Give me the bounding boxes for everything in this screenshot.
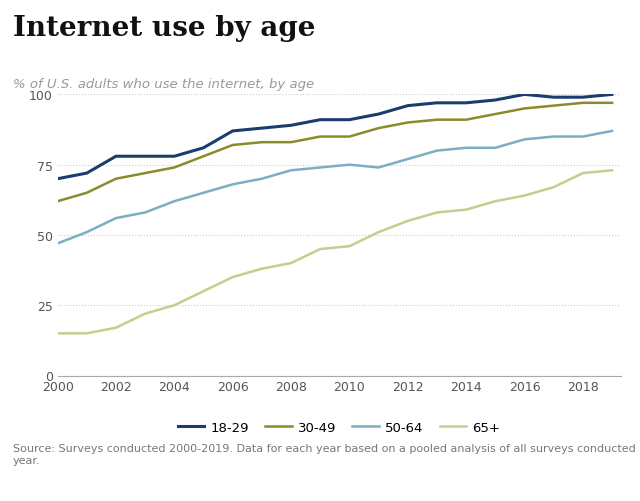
18-29: [258, 126, 266, 132]
65+: [112, 325, 120, 331]
Legend: 18-29, 30-49, 50-64, 65+: 18-29, 30-49, 50-64, 65+: [173, 416, 506, 439]
18-29: [375, 112, 383, 118]
Line: 18-29: 18-29: [58, 95, 612, 179]
65+: [316, 246, 324, 253]
65+: [229, 275, 237, 281]
18-29: [521, 92, 529, 98]
30-49: [200, 154, 207, 160]
65+: [83, 331, 91, 337]
18-29: [316, 117, 324, 123]
65+: [492, 199, 499, 205]
18-29: [404, 103, 412, 109]
30-49: [54, 199, 61, 205]
30-49: [521, 106, 529, 112]
50-64: [83, 229, 91, 235]
50-64: [550, 134, 557, 140]
Text: % of U.S. adults who use the internet, by age: % of U.S. adults who use the internet, b…: [13, 78, 314, 91]
18-29: [141, 154, 149, 160]
30-49: [258, 140, 266, 146]
50-64: [229, 182, 237, 188]
50-64: [258, 176, 266, 182]
30-49: [229, 143, 237, 149]
50-64: [404, 157, 412, 163]
50-64: [375, 165, 383, 171]
30-49: [462, 117, 470, 123]
18-29: [170, 154, 178, 160]
65+: [433, 210, 441, 216]
Line: 50-64: 50-64: [58, 132, 612, 244]
18-29: [550, 95, 557, 101]
65+: [404, 218, 412, 224]
18-29: [608, 92, 616, 98]
50-64: [200, 190, 207, 196]
50-64: [521, 137, 529, 143]
50-64: [579, 134, 587, 140]
30-49: [550, 103, 557, 109]
50-64: [462, 145, 470, 151]
30-49: [579, 101, 587, 107]
30-49: [492, 112, 499, 118]
50-64: [316, 165, 324, 171]
30-49: [112, 176, 120, 182]
18-29: [433, 101, 441, 107]
50-64: [170, 199, 178, 205]
18-29: [83, 171, 91, 177]
30-49: [433, 117, 441, 123]
30-49: [141, 171, 149, 177]
18-29: [492, 98, 499, 104]
18-29: [287, 123, 295, 129]
65+: [462, 207, 470, 213]
50-64: [141, 210, 149, 216]
65+: [258, 266, 266, 272]
18-29: [229, 129, 237, 135]
18-29: [579, 95, 587, 101]
65+: [346, 243, 353, 249]
50-64: [433, 148, 441, 154]
18-29: [462, 101, 470, 107]
30-49: [375, 126, 383, 132]
30-49: [83, 190, 91, 196]
Text: Internet use by age: Internet use by age: [13, 15, 316, 42]
65+: [141, 311, 149, 317]
65+: [170, 303, 178, 309]
30-49: [346, 134, 353, 140]
50-64: [608, 129, 616, 135]
18-29: [54, 176, 61, 182]
65+: [200, 289, 207, 295]
18-29: [346, 117, 353, 123]
50-64: [54, 241, 61, 247]
Line: 65+: 65+: [58, 171, 612, 334]
30-49: [316, 134, 324, 140]
50-64: [346, 162, 353, 168]
65+: [579, 171, 587, 177]
65+: [608, 168, 616, 174]
Line: 30-49: 30-49: [58, 104, 612, 202]
18-29: [200, 145, 207, 151]
30-49: [608, 101, 616, 107]
Text: Source: Surveys conducted 2000-2019. Data for each year based on a pooled analys: Source: Surveys conducted 2000-2019. Dat…: [13, 443, 640, 465]
50-64: [112, 215, 120, 221]
65+: [54, 331, 61, 337]
30-49: [404, 120, 412, 126]
65+: [521, 193, 529, 199]
65+: [550, 185, 557, 191]
65+: [375, 229, 383, 235]
65+: [287, 261, 295, 267]
18-29: [112, 154, 120, 160]
30-49: [287, 140, 295, 146]
50-64: [492, 145, 499, 151]
50-64: [287, 168, 295, 174]
30-49: [170, 165, 178, 171]
